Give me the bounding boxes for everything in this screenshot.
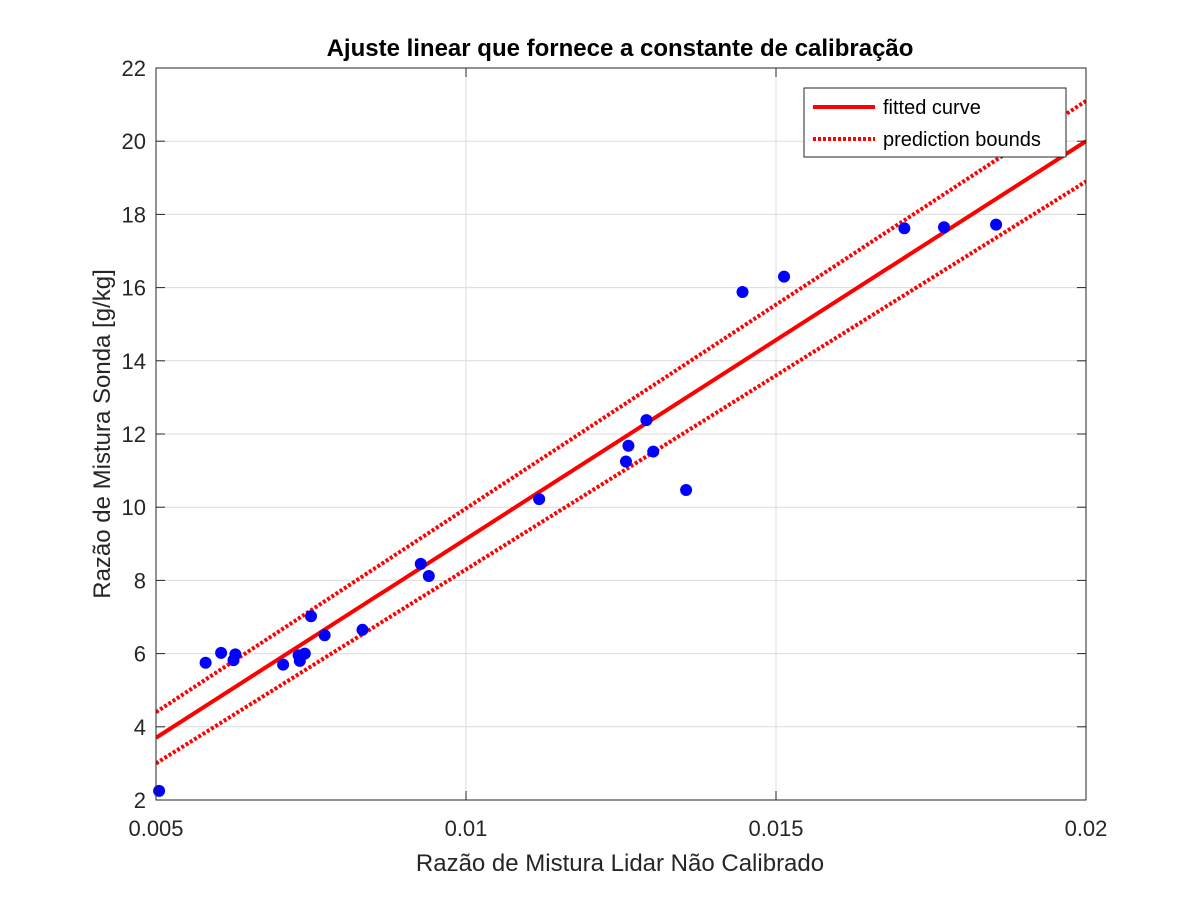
data-point	[640, 414, 653, 427]
y-tick-label: 6	[134, 642, 146, 667]
data-point	[619, 455, 632, 468]
legend-fitted-curve-label: fitted curve	[883, 97, 981, 119]
x-tick-label: 0.02	[1065, 816, 1108, 841]
y-tick-label: 16	[122, 276, 146, 301]
y-tick-label: 12	[122, 422, 146, 447]
data-point	[277, 658, 290, 671]
grid	[156, 68, 1086, 800]
x-axis-label: Razão de Mistura Lidar Não Calibrado	[416, 850, 824, 877]
data-point	[533, 493, 546, 506]
x-tick-label: 0.01	[445, 816, 488, 841]
x-tick-label: 0.005	[128, 816, 183, 841]
y-tick-label: 2	[134, 788, 146, 813]
data-point	[298, 647, 311, 660]
y-tick-label: 22	[122, 56, 146, 81]
data-point	[215, 646, 228, 659]
y-tick-label: 4	[134, 715, 146, 740]
data-point	[938, 221, 951, 234]
ticks: 0.005 0.01 0.015 0.02 2 4 6 8 10 12 14 16 18 20 22	[122, 56, 1108, 841]
y-tick-label: 18	[122, 202, 146, 227]
x-tick-label: 0.015	[748, 816, 803, 841]
y-tick-label: 14	[122, 349, 146, 374]
data-point	[229, 648, 242, 661]
data-point	[898, 222, 911, 235]
legend-prediction-bounds-label: prediction bounds	[883, 129, 1041, 151]
data-point	[318, 629, 331, 642]
prediction-bound-lower	[156, 179, 1086, 766]
data-point	[647, 445, 660, 458]
fitted-curve-line	[156, 139, 1086, 740]
data-point	[736, 285, 749, 298]
data-point	[153, 784, 166, 797]
data-points	[153, 218, 1003, 797]
data-point	[778, 270, 791, 283]
y-tick-label: 8	[134, 568, 146, 593]
legend-box	[803, 87, 1067, 158]
data-point	[305, 610, 317, 623]
data-point	[680, 483, 693, 496]
data-point	[622, 439, 635, 452]
y-tick-label: 10	[122, 495, 146, 520]
legend: fitted curve prediction bounds	[803, 87, 1067, 158]
data-point	[199, 656, 212, 669]
data-point	[356, 623, 369, 636]
data-point	[414, 557, 427, 570]
data-point	[990, 218, 1003, 231]
data-point	[422, 570, 435, 583]
chart-title: Ajuste linear que fornece a constante de…	[327, 35, 914, 62]
y-tick-label: 20	[122, 129, 146, 154]
y-axis-label: Razão de Mistura Sonda [g/kg]	[89, 269, 116, 599]
